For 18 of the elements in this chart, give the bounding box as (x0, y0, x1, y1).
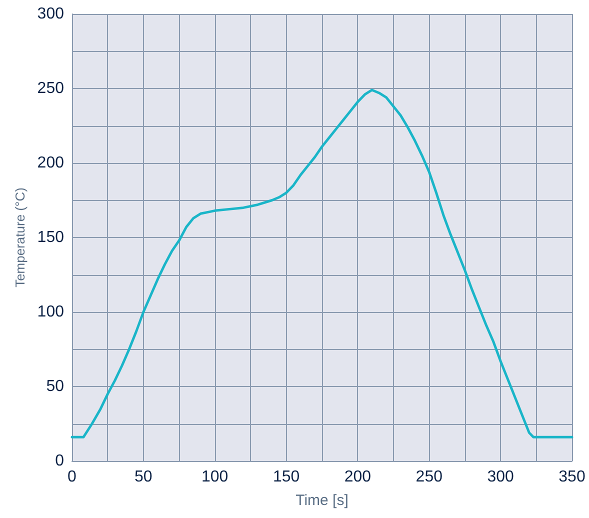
x-tick-label: 100 (202, 468, 228, 486)
y-axis-title: Temperature (°C) (12, 188, 28, 288)
y-tick-label: 200 (37, 154, 64, 172)
x-tick-label: 50 (134, 468, 152, 486)
line-series (70, 88, 574, 438)
x-tick-label: 300 (487, 468, 514, 486)
y-tick-label: 150 (37, 229, 64, 246)
x-tick-label: 350 (558, 468, 586, 486)
y-tick-label: 250 (37, 80, 64, 97)
y-tick-label: 100 (37, 304, 64, 320)
x-tick-label: 200 (344, 468, 372, 486)
x-tick-label: 250 (416, 468, 443, 486)
y-tick-label: 300 (37, 6, 64, 22)
y-tick-label: 50 (46, 378, 64, 395)
x-tick-label: 0 (68, 468, 77, 486)
y-tick-label: 0 (55, 452, 64, 470)
x-axis-title: Time [s] (296, 492, 348, 509)
x-tick-label: 150 (272, 468, 300, 486)
